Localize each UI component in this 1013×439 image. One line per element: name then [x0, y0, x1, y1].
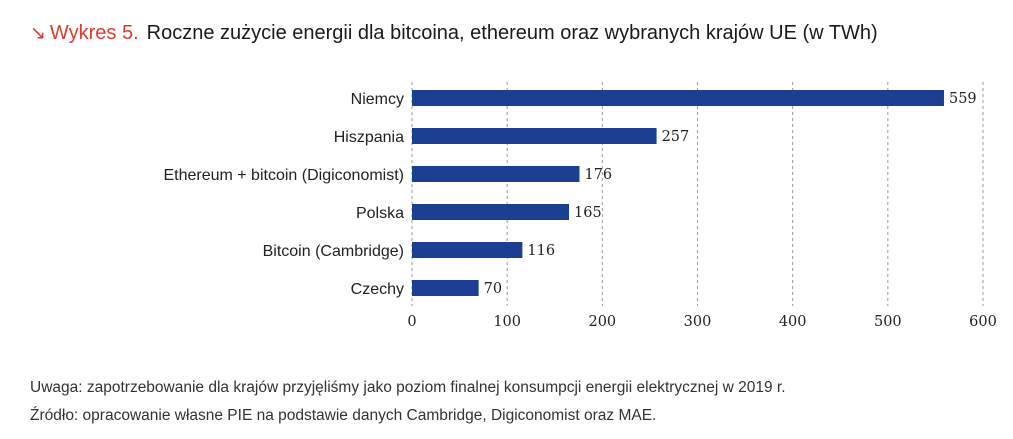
bar: [412, 128, 657, 144]
value-label: 176: [584, 167, 612, 183]
chart-title-text: Roczne zużycie energii dla bitcoina, eth…: [146, 22, 878, 44]
category-label: Niemcy: [351, 91, 404, 108]
category-label: Bitcoin (Cambridge): [263, 243, 404, 260]
footnote-note: Uwaga: zapotrzebowanie dla krajów przyję…: [30, 379, 786, 396]
value-label: 165: [574, 205, 602, 221]
category-label: Ethereum + bitcoin (Digiconomist): [163, 167, 404, 184]
bar: [412, 280, 479, 296]
x-tick-label: 200: [588, 314, 616, 330]
value-label: 559: [949, 91, 977, 107]
footnote-source: Źródło: opracowanie własne PIE na podsta…: [30, 407, 657, 424]
x-tick-label: 500: [874, 314, 902, 330]
chart-number: Wykres 5.: [49, 22, 139, 44]
gridlines: [411, 82, 984, 306]
category-label: Czechy: [351, 281, 404, 298]
bar: [412, 90, 944, 106]
chart-title: ↘ Wykres 5. Roczne zużycie energii dla bit…: [30, 20, 878, 47]
bar: [412, 242, 523, 258]
bar-chart: 0 100 200 300 400 500 600 Niemcy 559 Hiszpania 257…: [163, 82, 997, 330]
x-tick-label: 0: [407, 314, 416, 330]
value-label: 70: [484, 281, 502, 297]
category-label: Hiszpania: [334, 129, 404, 146]
bar: [412, 166, 580, 182]
x-tick-label: 100: [493, 314, 521, 330]
labels: 0 100 200 300 400 500 600 Niemcy 559 Hiszpania 257…: [163, 91, 996, 330]
x-tick-label: 400: [779, 314, 807, 330]
x-tick-label: 300: [684, 314, 712, 330]
south-east-arrow-icon: ↘: [30, 23, 46, 44]
category-label: Polska: [356, 205, 404, 222]
bar: [412, 204, 570, 220]
x-tick-label: 600: [969, 314, 997, 330]
value-label: 257: [662, 129, 690, 145]
bars: [412, 90, 944, 296]
value-label: 116: [527, 243, 555, 259]
